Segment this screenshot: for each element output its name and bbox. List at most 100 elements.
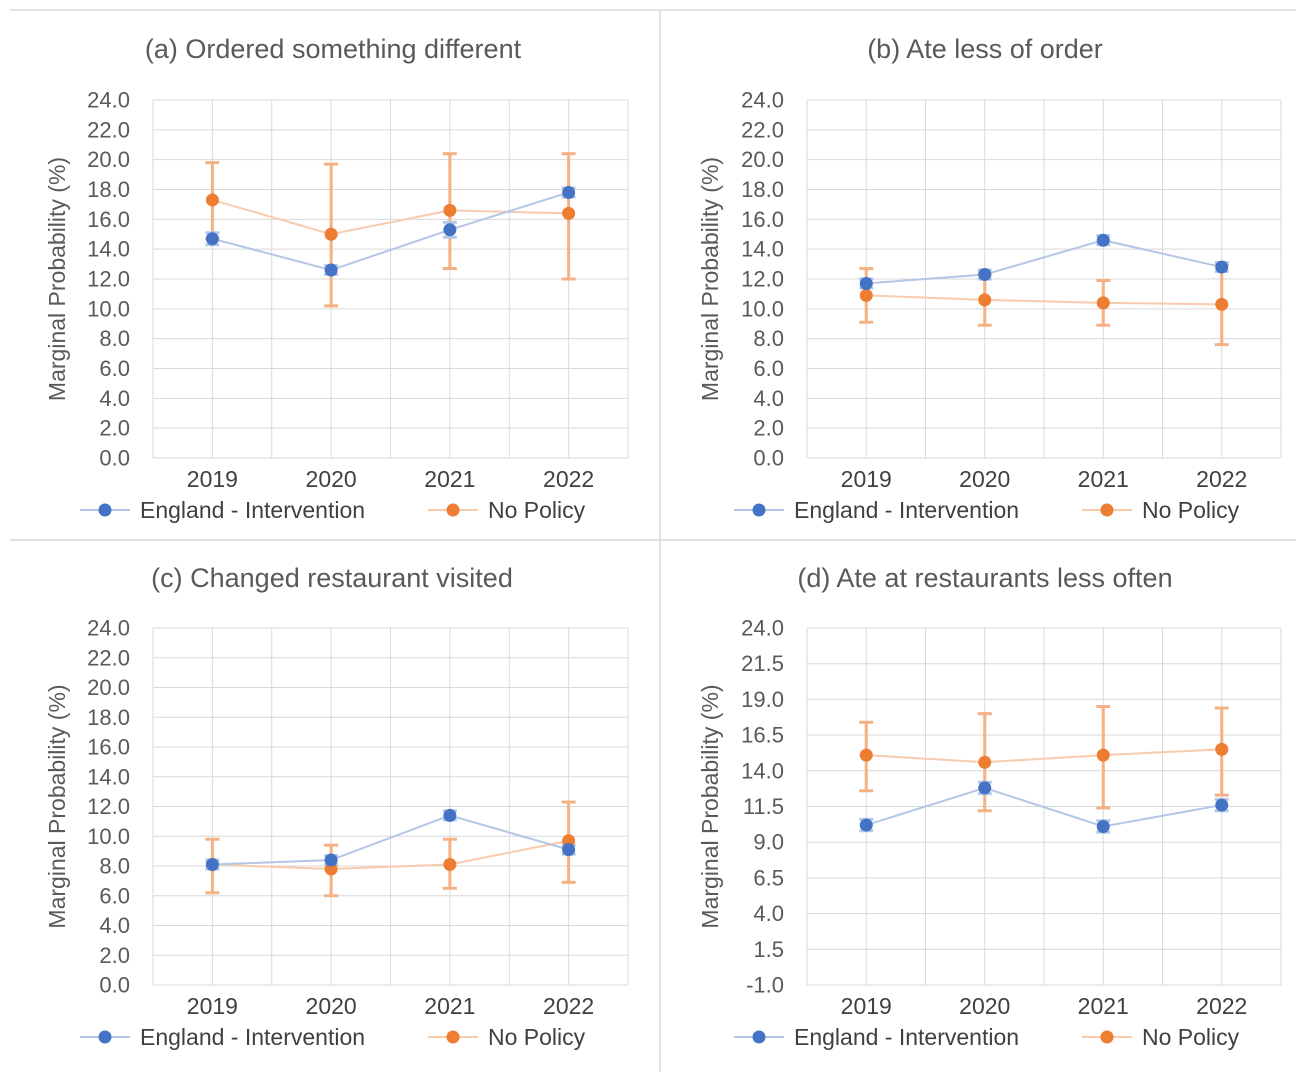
y-tick-label: 2.0: [99, 416, 130, 441]
chart-title: (d) Ate at restaurants less often: [797, 563, 1172, 593]
series-line-no-policy: [866, 294, 1222, 306]
data-point-england-intervention: [324, 853, 338, 867]
x-tick-label: 2019: [187, 993, 238, 1019]
legend-item-england-intervention: England - Intervention: [734, 497, 1019, 523]
data-point-england-intervention: [978, 781, 992, 795]
chart-panel-b: (b) Ate less of order 0.0 2.0 4.0 6.0 8.0 10.0…: [697, 34, 1282, 523]
data-point-no-policy: [859, 288, 873, 302]
y-tick-label: 21.5: [741, 651, 784, 676]
y-tick-label: 14.0: [741, 237, 784, 262]
x-tick-label: 2021: [424, 993, 475, 1019]
y-tick-label: 12.0: [87, 794, 130, 819]
data-point-no-policy: [859, 748, 873, 762]
data-point-england-intervention: [562, 185, 576, 199]
data-point-no-policy: [1096, 748, 1110, 762]
chart-title: (c) Changed restaurant visited: [151, 563, 513, 593]
panel-dividers: [10, 9, 1296, 1072]
y-tick-label: 24.0: [87, 88, 130, 113]
y-tick-label: 6.0: [99, 356, 130, 381]
y-tick-label: 20.0: [741, 147, 784, 172]
legend-item-england-intervention: England - Intervention: [80, 497, 365, 523]
y-tick-label: 19.0: [741, 687, 784, 712]
data-point-england-intervention: [562, 843, 576, 857]
y-tick-label: 1.5: [753, 937, 784, 962]
chart-panel-c: (c) Changed restaurant visited 0.0 2.0 4.0 6…: [44, 563, 629, 1050]
y-tick-label: 22.0: [87, 117, 130, 142]
x-tick-label: 2021: [424, 466, 475, 492]
chart-title: (b) Ate less of order: [867, 34, 1103, 64]
y-tick-label: 9.0: [753, 830, 784, 855]
chart-title: (a) Ordered something different: [145, 34, 522, 64]
y-tick-label: 24.0: [741, 616, 784, 641]
data-point-england-intervention: [1215, 260, 1229, 274]
y-tick-label: 10.0: [87, 824, 130, 849]
y-axis-label: Marginal Probability (%): [44, 157, 70, 401]
x-tick-label: 2022: [543, 993, 594, 1019]
y-tick-label: 0.0: [99, 446, 130, 471]
x-tick-label: 2020: [306, 993, 357, 1019]
data-point-no-policy: [1096, 296, 1110, 310]
data-point-england-intervention: [859, 818, 873, 832]
data-point-no-policy: [443, 203, 457, 217]
legend-marker: [752, 503, 766, 517]
y-tick-label: 10.0: [741, 296, 784, 321]
data-point-england-intervention: [1096, 819, 1110, 833]
x-tick-label: 2019: [841, 466, 892, 492]
y-tick-label: 0.0: [99, 973, 130, 998]
y-tick-label: 2.0: [99, 943, 130, 968]
legend-label: No Policy: [1142, 497, 1240, 523]
legend: England - Intervention No Policy: [80, 1024, 586, 1050]
series-line-england-intervention: [865, 786, 1222, 828]
data-point-england-intervention: [1096, 233, 1110, 247]
y-axis-label: Marginal Probability (%): [44, 684, 70, 928]
data-point-no-policy: [324, 862, 338, 876]
y-tick-label: 16.5: [741, 723, 784, 748]
y-tick-label: 8.0: [753, 326, 784, 351]
x-tick-label: 2020: [306, 466, 357, 492]
data-point-no-policy: [443, 858, 457, 872]
y-tick-label: 24.0: [87, 616, 130, 641]
y-tick-label: 6.0: [99, 883, 130, 908]
legend-marker: [98, 1030, 112, 1044]
legend-label: No Policy: [488, 497, 586, 523]
y-tick-label: 11.5: [743, 794, 784, 819]
chart-panel-d: (d) Ate at restaurants less often -1.0 1.5…: [697, 563, 1282, 1050]
legend-marker: [1100, 1030, 1114, 1044]
y-tick-label: 18.0: [741, 177, 784, 202]
legend-label: England - Intervention: [794, 497, 1019, 523]
x-tick-label: 2021: [1078, 993, 1129, 1019]
legend-marker: [1100, 503, 1114, 517]
y-tick-label: 0.0: [753, 446, 784, 471]
series-line-england-intervention: [212, 814, 569, 866]
data-point-no-policy: [978, 293, 992, 307]
y-tick-label: -1.0: [746, 973, 784, 998]
data-point-no-policy: [1215, 742, 1229, 756]
data-point-no-policy: [1215, 297, 1229, 311]
series-line-no-policy: [866, 748, 1222, 764]
y-tick-label: 22.0: [741, 117, 784, 142]
data-point-england-intervention: [205, 858, 219, 872]
x-tick-label: 2019: [841, 993, 892, 1019]
data-point-england-intervention: [443, 808, 457, 822]
y-tick-label: 6.5: [753, 865, 784, 890]
legend-marker: [752, 1030, 766, 1044]
legend-label: No Policy: [1142, 1024, 1240, 1050]
legend-item-no-policy: No Policy: [1082, 1024, 1240, 1050]
y-tick-label: 16.0: [87, 735, 130, 760]
series-line-england-intervention: [212, 191, 569, 272]
legend-label: No Policy: [488, 1024, 586, 1050]
y-tick-label: 4.0: [99, 913, 130, 938]
y-tick-label: 8.0: [99, 326, 130, 351]
legend-label: England - Intervention: [140, 497, 365, 523]
y-tick-label: 6.0: [753, 356, 784, 381]
series-line-england-intervention: [866, 239, 1222, 285]
y-tick-label: 18.0: [87, 177, 130, 202]
y-tick-label: 2.0: [753, 416, 784, 441]
y-tick-label: 14.0: [87, 237, 130, 262]
x-tick-label: 2019: [187, 466, 238, 492]
y-tick-label: 22.0: [87, 645, 130, 670]
legend: England - Intervention No Policy: [734, 497, 1240, 523]
series-line-no-policy: [212, 839, 569, 870]
legend-label: England - Intervention: [794, 1024, 1019, 1050]
data-point-no-policy: [562, 206, 576, 220]
